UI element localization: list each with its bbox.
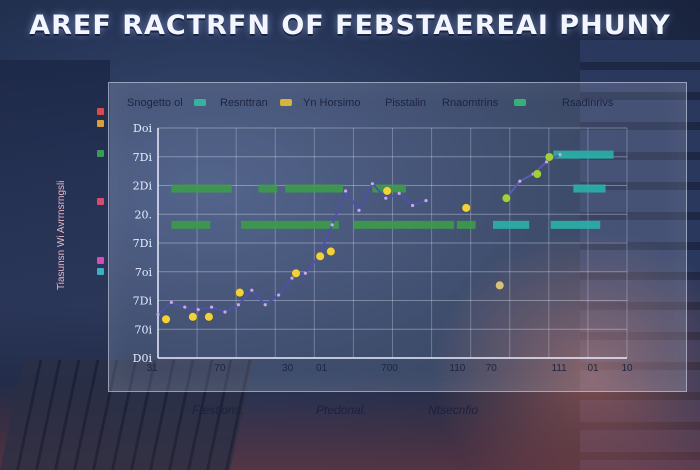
bar-segment (171, 220, 211, 229)
legend-swatch-2 (280, 99, 292, 106)
series-point (290, 276, 294, 280)
legend-label-1: Snogetto ol (127, 97, 183, 109)
x-tick-label: 700 (381, 363, 398, 374)
x-tick-label: 111 (552, 363, 568, 374)
series-point (330, 223, 334, 227)
y-tick-label: 20. (135, 208, 153, 221)
data-point-marker (461, 203, 471, 213)
bar-segment (456, 220, 476, 229)
data-point-marker (501, 193, 511, 203)
footer-label-3: Ntsecnfio (428, 403, 479, 417)
series-point (223, 310, 227, 314)
legend-label-5: Rnaomtrins (442, 97, 499, 109)
y-tick-label: 7oi (135, 266, 153, 279)
legend-label-6: Rsadinrivs (562, 97, 614, 109)
side-marker-red (97, 108, 104, 115)
bar-segment (493, 220, 530, 229)
series-line (505, 153, 561, 199)
legend-swatch-5 (514, 99, 526, 106)
series-point (250, 288, 254, 292)
legend-label-2: Resnttran (220, 97, 268, 109)
y-tick-label: 70i (134, 323, 152, 336)
x-tick-label: 110 (449, 363, 465, 374)
data-point-marker (544, 152, 554, 162)
bar-segment (241, 220, 339, 229)
bar-segment (353, 220, 455, 229)
series-line (157, 182, 427, 316)
y-tick-label: 7Di (133, 151, 153, 164)
series-point (397, 191, 401, 195)
side-marker-pink (97, 198, 104, 205)
bar-segment (285, 184, 343, 193)
series-point (370, 182, 374, 186)
series-point (303, 271, 307, 275)
data-point-marker (204, 312, 214, 322)
series-point (210, 305, 214, 309)
series-point (357, 208, 361, 212)
y-tick-label: D0i (133, 352, 153, 365)
series-point (169, 300, 173, 304)
series-point (344, 189, 348, 193)
data-point-marker (495, 280, 505, 290)
data-point-marker (315, 251, 325, 261)
side-marker-orange (97, 120, 104, 127)
x-tick-label: 10 (621, 363, 633, 374)
data-point-marker (291, 268, 301, 278)
series-point (183, 305, 187, 309)
series-point (277, 293, 281, 297)
series-point (558, 153, 562, 157)
series-point (424, 199, 428, 203)
series-point (545, 160, 549, 164)
x-tick-label: 70 (214, 363, 226, 374)
legend-label-3: Yn Horsimo (303, 97, 361, 109)
series-point (263, 303, 267, 307)
data-point-marker (326, 246, 336, 256)
data-point-marker (235, 288, 245, 298)
x-tick-label: 01 (316, 363, 328, 374)
series-point (384, 196, 388, 200)
series-point (196, 307, 200, 312)
y-tick-label: 7Di (133, 295, 153, 308)
y-tick-label: 2Di (133, 180, 153, 193)
y-tick-label: 7Di (133, 237, 153, 250)
series-point (518, 179, 522, 183)
footer-label-2: Ptedonal. (316, 403, 367, 417)
bar-segment (258, 184, 278, 193)
side-marker-cyan (97, 268, 104, 275)
x-tick-label: 31 (146, 363, 158, 374)
bar-segment (550, 220, 601, 229)
bar-segment (171, 184, 232, 193)
x-tick-label: 01 (588, 363, 600, 374)
side-marker-green (97, 150, 104, 157)
x-tick-label: 70 (486, 363, 498, 374)
legend-swatch-1 (194, 99, 206, 106)
y-tick-label: Doi (133, 122, 152, 135)
chart-title: AREF RACTRFN OF FEBSTAEREAI PHUNY (29, 10, 671, 41)
data-point-marker (161, 314, 171, 324)
footer-label-1: Ftestions. (192, 403, 245, 417)
data-point-marker (382, 186, 392, 196)
chart-panel (108, 82, 687, 392)
x-tick-label: 30 (282, 363, 294, 374)
bar-segment (553, 150, 614, 159)
data-point-marker (532, 169, 542, 179)
bar-segment (573, 184, 606, 193)
series-point (156, 312, 160, 317)
series-point (236, 303, 240, 307)
data-point-marker (188, 312, 198, 322)
side-marker-magenta (97, 257, 104, 264)
series-point (411, 203, 415, 208)
legend-label-4: Pisstalin (385, 97, 426, 109)
